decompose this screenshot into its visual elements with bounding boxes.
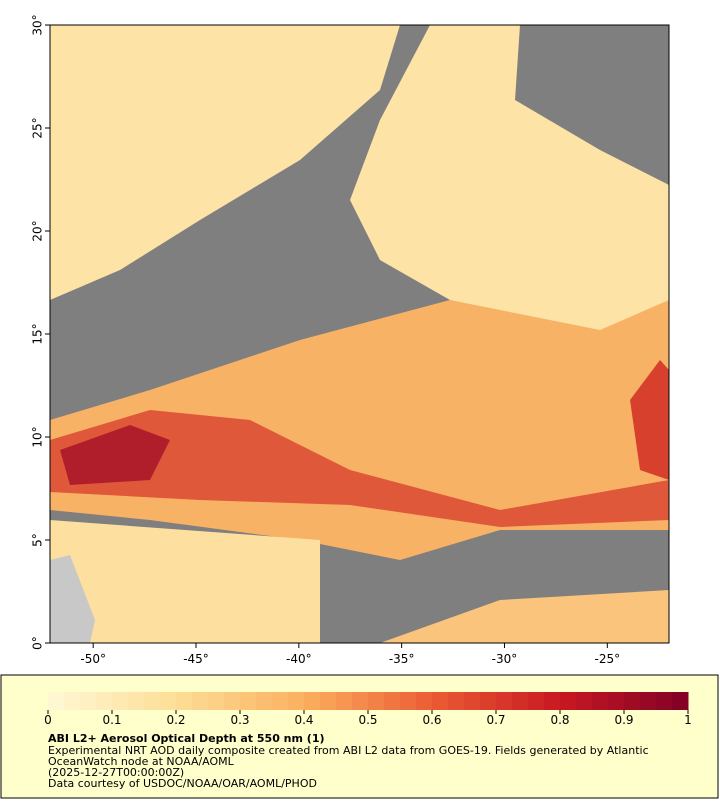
colorbar-swatch — [160, 692, 177, 710]
colorbar-swatch — [416, 692, 433, 710]
aerosol-low — [50, 520, 320, 643]
colorbar-swatch — [528, 692, 545, 710]
y-tick-label: 5° — [31, 533, 45, 547]
aerosol-high — [50, 410, 669, 527]
x-tick-label: -25° — [595, 652, 621, 666]
colorbar-tick-label: 0.5 — [358, 713, 377, 727]
colorbar-swatch — [608, 692, 625, 710]
aerosol-low — [350, 25, 669, 330]
colorbar-swatch — [128, 692, 145, 710]
caption-line: OceanWatch node at NOAA/AOML — [48, 755, 235, 768]
y-tick-label: 25° — [31, 117, 45, 138]
y-tick-label: 20° — [31, 220, 45, 241]
colorbar-swatch — [176, 692, 193, 710]
colorbar-swatch — [304, 692, 321, 710]
colorbar-swatch — [208, 692, 225, 710]
y-tick-label: 0° — [31, 636, 45, 650]
colorbar-swatch — [672, 692, 689, 710]
colorbar-tick-label: 1 — [684, 713, 692, 727]
colorbar-swatch — [640, 692, 657, 710]
colorbar-swatch — [96, 692, 113, 710]
colorbar-swatch — [624, 692, 641, 710]
colorbar-swatch — [432, 692, 449, 710]
colorbar-swatch — [112, 692, 129, 710]
caption-line: Experimental NRT AOD daily composite cre… — [48, 744, 649, 757]
map-raster — [49, 24, 670, 644]
y-tick-label: 30° — [31, 14, 45, 35]
y-tick-label: 10° — [31, 426, 45, 447]
colorbar-tick-label: 0.3 — [230, 713, 249, 727]
colorbar-tick-label: 0.2 — [166, 713, 185, 727]
colorbar-swatch — [368, 692, 385, 710]
x-tick-label: -40° — [286, 652, 312, 666]
colorbar-swatch — [48, 692, 65, 710]
colorbar-tick-label: 0.7 — [486, 713, 505, 727]
colorbar-swatch — [464, 692, 481, 710]
colorbar-swatch — [448, 692, 465, 710]
colorbar-swatch — [352, 692, 369, 710]
colorbar-tick-label: 0 — [44, 713, 52, 727]
x-tick-label: -35° — [389, 652, 415, 666]
x-tick-label: -50° — [80, 652, 106, 666]
colorbar-swatch — [544, 692, 561, 710]
colorbar-swatch — [224, 692, 241, 710]
colorbar-swatch — [496, 692, 513, 710]
colorbar-swatch — [560, 692, 577, 710]
colorbar-tick-label: 0.1 — [102, 713, 121, 727]
colorbar-swatch — [64, 692, 81, 710]
aerosol-medium — [380, 590, 669, 643]
colorbar-swatch — [656, 692, 673, 710]
x-tick-label: -30° — [492, 652, 518, 666]
colorbar-swatch — [80, 692, 97, 710]
aerosol-very-high — [60, 425, 170, 485]
colorbar-swatch — [336, 692, 353, 710]
colorbar-tick-label: 0.9 — [614, 713, 633, 727]
colorbar-tick-label: 0.8 — [550, 713, 569, 727]
colorbar-swatch — [384, 692, 401, 710]
caption-line: Data courtesy of USDOC/NOAA/OAR/AOML/PHO… — [48, 777, 317, 790]
aerosol-high — [630, 360, 669, 480]
colorbar-swatch — [512, 692, 529, 710]
colorbar-swatch — [288, 692, 305, 710]
y-tick-label: 15° — [31, 323, 45, 344]
colorbar-swatch — [144, 692, 161, 710]
caption-line: (2025-12-27T00:00:00Z) — [48, 766, 184, 779]
colorbar-swatch — [400, 692, 417, 710]
colorbar-swatch — [192, 692, 209, 710]
aerosol-low — [50, 25, 400, 300]
colorbar-swatch — [272, 692, 289, 710]
colorbar-swatch — [576, 692, 593, 710]
colorbar-title: ABI L2+ Aerosol Optical Depth at 550 nm … — [48, 732, 325, 745]
land — [50, 555, 95, 643]
colorbar-swatch — [240, 692, 257, 710]
colorbar-tick-label: 0.6 — [422, 713, 441, 727]
colorbar-swatch — [592, 692, 609, 710]
colorbar-tick-label: 0.4 — [294, 713, 313, 727]
colorbar-swatch — [256, 692, 273, 710]
colorbar-swatch — [320, 692, 337, 710]
colorbar-swatch — [480, 692, 497, 710]
x-tick-label: -45° — [183, 652, 209, 666]
